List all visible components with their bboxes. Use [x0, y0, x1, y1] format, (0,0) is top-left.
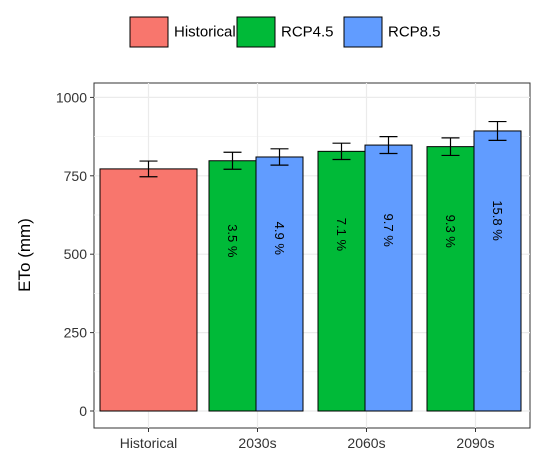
bar-rcp85-2030s — [255, 156, 304, 412]
error-bar — [223, 151, 242, 170]
change-percent-label: 15.8 % — [490, 200, 505, 241]
bar-rcp45-2030s — [208, 160, 257, 412]
error-bar — [332, 142, 351, 161]
error-bars — [139, 120, 507, 178]
change-percent-label: 9.7 % — [381, 214, 396, 248]
legend-label: Historical — [174, 24, 236, 41]
error-bar — [270, 148, 289, 166]
change-percent-label: 3.5 % — [225, 224, 240, 258]
x-tick-label: 2090s — [456, 435, 494, 451]
legend-item-historical: Historical — [129, 16, 236, 48]
y-axis: 0 250 500 750 1000 — [56, 89, 94, 419]
y-tick-label: 0 — [79, 403, 87, 419]
y-tick-label: 1000 — [56, 89, 87, 105]
x-tick-label: Historical — [120, 435, 178, 451]
y-tick-label: 250 — [64, 325, 88, 341]
legend-key — [129, 16, 169, 48]
error-bar — [488, 120, 507, 141]
bar-rcp85-2090s — [473, 130, 522, 412]
x-tick-label: 2060s — [347, 435, 385, 451]
error-bar — [379, 136, 398, 155]
bars — [99, 130, 522, 412]
bar-historical-historical — [99, 168, 198, 412]
legend: Historical RCP4.5 RCP8.5 — [129, 16, 441, 48]
legend-item-rcp85: RCP8.5 — [343, 16, 441, 48]
legend-label: RCP4.5 — [281, 24, 334, 41]
bar-rcp45-2090s — [426, 146, 475, 412]
legend-key — [236, 16, 276, 48]
change-percent-label: 4.9 % — [272, 222, 287, 256]
x-tick-label: 2030s — [238, 435, 276, 451]
legend-label: RCP8.5 — [388, 24, 441, 41]
legend-item-rcp45: RCP4.5 — [236, 16, 334, 48]
legend-key — [343, 16, 383, 48]
error-bar — [441, 137, 460, 157]
data-labels: 3.5 % 4.9 % 7.1 % 9.7 % 9.3 % 15.8 % — [225, 200, 505, 258]
change-percent-label: 9.3 % — [443, 215, 458, 249]
bar-rcp85-2060s — [364, 144, 413, 412]
y-axis-title: ETo (mm) — [15, 218, 34, 292]
bar-rcp45-2060s — [317, 150, 366, 412]
y-tick-label: 500 — [64, 246, 88, 262]
change-percent-label: 7.1 % — [334, 218, 349, 252]
x-axis: Historical 2030s 2060s 2090s — [120, 428, 495, 451]
error-bar — [139, 160, 158, 178]
y-tick-label: 750 — [64, 168, 88, 184]
